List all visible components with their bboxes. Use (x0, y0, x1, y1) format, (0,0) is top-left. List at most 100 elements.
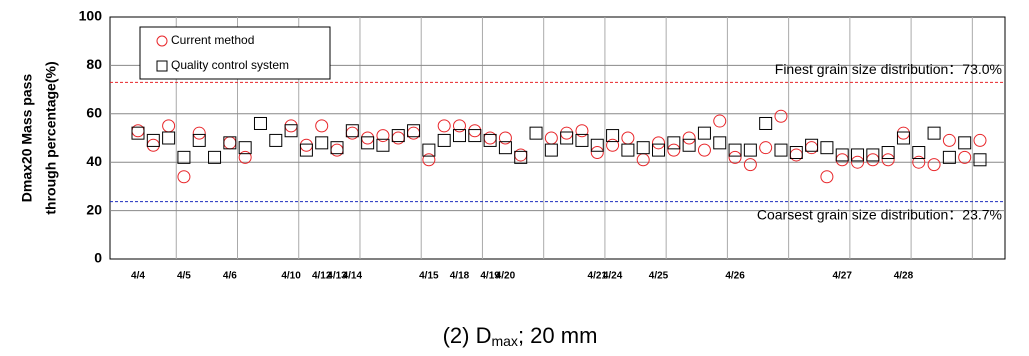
point (621, 131, 635, 145)
point (468, 124, 482, 138)
point (544, 143, 558, 157)
point (835, 153, 849, 167)
x-tick-label: 4/15 (419, 271, 439, 282)
point (942, 133, 956, 147)
point (514, 150, 528, 164)
point (713, 114, 727, 128)
point (866, 153, 880, 167)
point (437, 133, 451, 147)
y-tick-label: 40 (86, 153, 102, 169)
point (498, 131, 512, 145)
point (330, 141, 344, 155)
point (606, 138, 620, 152)
point (713, 136, 727, 150)
y-axis-label: Dmax20 Mass pass (19, 74, 35, 203)
point (575, 133, 589, 147)
point (407, 124, 421, 138)
point (452, 129, 466, 143)
point (361, 136, 375, 150)
x-tick-label: 4/19 (480, 271, 500, 282)
point (912, 146, 926, 160)
point (452, 119, 466, 133)
y-tick-label: 20 (86, 201, 102, 217)
legend-marker (156, 35, 168, 47)
point (391, 131, 405, 145)
point (973, 133, 987, 147)
point (315, 119, 329, 133)
point (575, 124, 589, 138)
x-tick-label: 4/21 (588, 271, 608, 282)
point (682, 131, 696, 145)
point (590, 146, 604, 160)
point (728, 143, 742, 157)
point (284, 124, 298, 138)
point (697, 126, 711, 140)
legend-label: Current method (171, 33, 254, 47)
x-tick-label: 4/14 (343, 271, 363, 282)
point (759, 141, 773, 155)
point (942, 150, 956, 164)
x-tick-label: 4/4 (131, 271, 145, 282)
reference-label: Finest grain size distribution：73.0% (775, 61, 1002, 77)
x-tick-label: 4/18 (450, 271, 470, 282)
point (774, 109, 788, 123)
legend-marker (156, 60, 168, 72)
point (223, 136, 237, 150)
caption-sub: max (491, 333, 517, 349)
point (483, 133, 497, 147)
point (253, 116, 267, 130)
x-tick-label: 4/12 (312, 271, 332, 282)
point (743, 143, 757, 157)
point (682, 138, 696, 152)
x-tick-label: 4/13 (327, 271, 347, 282)
y-tick-label: 80 (86, 56, 102, 72)
point (208, 150, 222, 164)
point (759, 116, 773, 130)
point (376, 138, 390, 152)
point (315, 136, 329, 150)
point (851, 148, 865, 162)
point (606, 129, 620, 143)
point (636, 153, 650, 167)
point (728, 150, 742, 164)
point (422, 143, 436, 157)
point (667, 143, 681, 157)
legend-label: Quality control system (171, 58, 289, 72)
point (636, 141, 650, 155)
point (269, 133, 283, 147)
point (177, 150, 191, 164)
point (437, 119, 451, 133)
point (131, 124, 145, 138)
point (376, 129, 390, 143)
caption-text: ; 20 mm (518, 323, 597, 348)
y-tick-label: 60 (86, 105, 102, 121)
x-tick-label: 4/5 (177, 271, 191, 282)
point (238, 141, 252, 155)
point (805, 141, 819, 155)
point (621, 143, 635, 157)
point (881, 153, 895, 167)
point (345, 126, 359, 140)
point (544, 131, 558, 145)
point (299, 138, 313, 152)
point (896, 126, 910, 140)
point (652, 143, 666, 157)
point (652, 136, 666, 150)
point (927, 158, 941, 172)
point (789, 148, 803, 162)
point (697, 143, 711, 157)
point (299, 143, 313, 157)
point (146, 138, 160, 152)
point (407, 126, 421, 140)
point (820, 141, 834, 155)
point (177, 170, 191, 184)
point (284, 119, 298, 133)
y-axis-label: through percentage(%) (43, 61, 59, 214)
point (361, 131, 375, 145)
point (851, 155, 865, 169)
point (391, 129, 405, 143)
x-tick-label: 4/25 (649, 271, 669, 282)
caption-text: (2) D (443, 323, 492, 348)
point (560, 131, 574, 145)
